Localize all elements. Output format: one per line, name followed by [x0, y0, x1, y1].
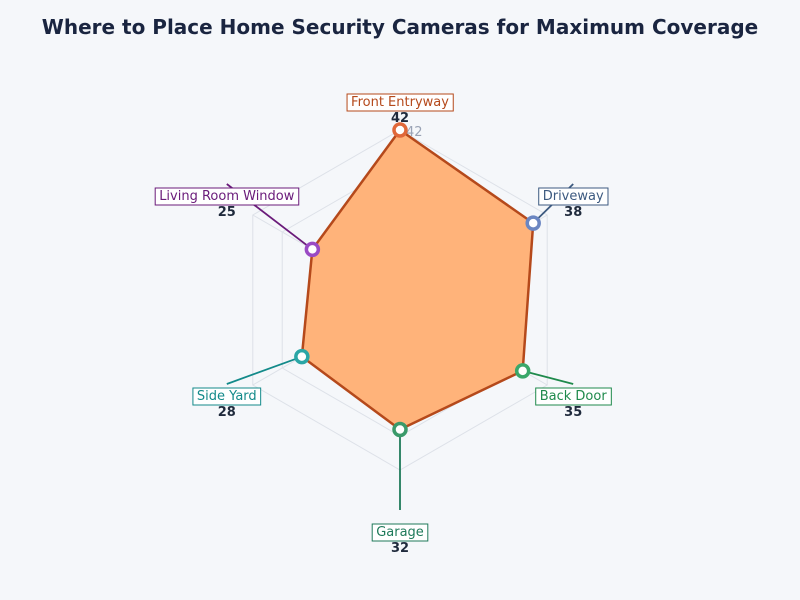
data-point-core-2	[531, 221, 536, 226]
category-label-text: Back Door	[540, 389, 608, 404]
category-label-3: Back Door	[535, 387, 612, 406]
category-label-box	[346, 93, 454, 112]
category-label-box	[538, 187, 609, 206]
data-point-core-1	[398, 128, 402, 132]
category-label-6: Living Room Window	[154, 187, 300, 206]
data-point-core-3	[520, 368, 525, 373]
value-label-2: 38	[564, 205, 582, 220]
value-label-6: 25	[218, 205, 236, 220]
value-label-3: 35	[564, 405, 582, 420]
category-label-text: Front Entryway	[351, 95, 449, 110]
category-label-text: Garage	[376, 525, 424, 540]
data-area-layer	[300, 128, 535, 431]
connector-5	[226, 355, 303, 385]
connector-3	[522, 369, 574, 385]
category-label-box	[535, 387, 612, 406]
value-label-4: 32	[391, 541, 409, 556]
data-markers	[294, 122, 541, 438]
category-label-2: Driveway	[538, 187, 609, 206]
category-label-text: Side Yard	[197, 389, 257, 404]
category-label-box	[154, 187, 300, 206]
category-label-text: Driveway	[543, 189, 604, 204]
category-label-4: Garage	[371, 523, 429, 542]
category-label-5: Side Yard	[192, 387, 262, 406]
data-area	[300, 128, 535, 431]
data-point-core-4	[398, 427, 402, 432]
category-label-text: Living Room Window	[159, 189, 295, 204]
data-point-core-6	[310, 247, 315, 252]
category-label-1: Front Entryway	[346, 93, 454, 112]
value-label-1: 42	[391, 111, 409, 126]
category-label-box	[192, 387, 262, 406]
data-point-core-5	[299, 354, 304, 359]
chart-title: Where to Place Home Security Cameras for…	[42, 15, 758, 39]
value-label-5: 28	[218, 405, 236, 420]
category-label-box	[371, 523, 429, 542]
